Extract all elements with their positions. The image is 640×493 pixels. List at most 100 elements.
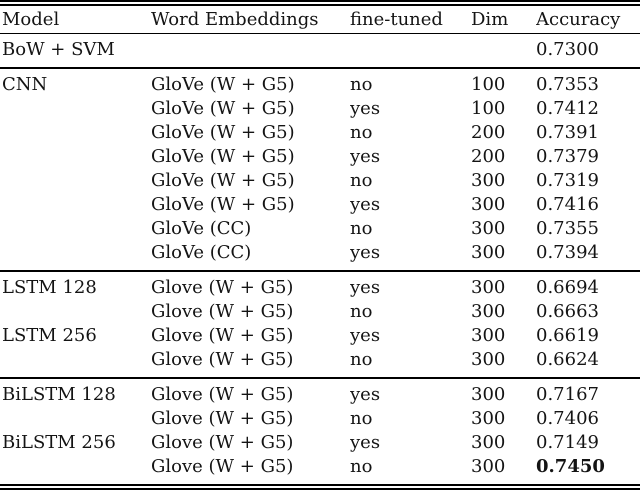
finetuned-cell: yes <box>350 432 381 453</box>
table-row: Glove (W + G5) no 300 0.7406 <box>0 407 640 431</box>
table-row: BoW + SVM 0.7300 <box>0 34 640 69</box>
embedding-cell: Glove (W + G5) <box>151 408 294 429</box>
dim-cell: 300 <box>471 194 506 215</box>
finetuned-cell: yes <box>350 384 381 405</box>
embedding-cell: Glove (W + G5) <box>151 432 294 453</box>
embedding-cell: Glove (W + G5) <box>151 384 294 405</box>
accuracy-cell: 0.7353 <box>536 74 599 95</box>
dim-cell: 300 <box>471 408 506 429</box>
dim-cell: 100 <box>471 74 506 95</box>
accuracy-cell: 0.7300 <box>536 39 599 60</box>
table-row: BiLSTM 256 Glove (W + G5) yes 300 0.7149 <box>0 431 640 455</box>
finetuned-cell: yes <box>350 325 381 346</box>
finetuned-cell: no <box>350 349 373 370</box>
model-cell: BiLSTM 128 <box>2 384 116 405</box>
table-header: Model Word Embeddings fine-tuned Dim Acc… <box>0 3 640 34</box>
table-row: LSTM 256 Glove (W + G5) yes 300 0.6619 <box>0 324 640 348</box>
model-cell: BoW + SVM <box>2 39 115 60</box>
model-cell: BiLSTM 256 <box>2 432 116 453</box>
embedding-cell: Glove (W + G5) <box>151 301 294 322</box>
dim-cell: 300 <box>471 384 506 405</box>
table-row: GloVe (W + G5) no 300 0.7319 <box>0 169 640 193</box>
model-cell <box>0 97 151 121</box>
table-row: GloVe (W + G5) yes 200 0.7379 <box>0 145 640 169</box>
dim-cell: 300 <box>471 218 506 239</box>
finetuned-cell: yes <box>350 194 381 215</box>
table-row: LSTM 128 Glove (W + G5) yes 300 0.6694 <box>0 271 640 300</box>
embedding-cell: Glove (W + G5) <box>151 277 294 298</box>
model-cell <box>0 300 151 324</box>
model-cell <box>0 407 151 431</box>
column-header-word-embeddings: Word Embeddings <box>151 3 350 34</box>
model-cell: CNN <box>2 74 48 95</box>
embedding-cell: GloVe (W + G5) <box>151 74 295 95</box>
finetuned-cell: no <box>350 218 373 239</box>
embedding-cell: GloVe (W + G5) <box>151 170 295 191</box>
accuracy-cell: 0.6694 <box>536 277 599 298</box>
finetuned-cell: no <box>350 408 373 429</box>
table-row: CNN GloVe (W + G5) no 100 0.7353 <box>0 68 640 97</box>
finetuned-cell: yes <box>350 146 381 167</box>
model-cell <box>0 169 151 193</box>
finetuned-cell: yes <box>350 98 381 119</box>
accuracy-cell: 0.7406 <box>536 408 599 429</box>
model-cell <box>0 241 151 271</box>
dim-cell: 300 <box>471 301 506 322</box>
model-cell <box>0 455 151 487</box>
model-cell <box>0 193 151 217</box>
dim-cell <box>471 34 536 69</box>
table-row: GloVe (W + G5) yes 300 0.7416 <box>0 193 640 217</box>
dim-cell: 300 <box>471 325 506 346</box>
accuracy-cell: 0.7167 <box>536 384 599 405</box>
embedding-cell: GloVe (W + G5) <box>151 98 295 119</box>
embedding-cell: GloVe (CC) <box>151 218 252 239</box>
table-row: Glove (W + G5) no 300 0.7450 <box>0 455 640 487</box>
dim-cell: 200 <box>471 146 506 167</box>
accuracy-cell: 0.6619 <box>536 325 599 346</box>
dim-cell: 300 <box>471 170 506 191</box>
model-cell <box>0 121 151 145</box>
finetuned-cell: yes <box>350 277 381 298</box>
embedding-cell: GloVe (W + G5) <box>151 194 295 215</box>
table-section: CNN GloVe (W + G5) no 100 0.7353 GloVe (W + G… <box>0 68 640 271</box>
accuracy-cell: 0.7394 <box>536 242 599 263</box>
table-row: Glove (W + G5) no 300 0.6624 <box>0 348 640 378</box>
embedding-cell: Glove (W + G5) <box>151 456 294 477</box>
finetuned-cell: no <box>350 301 373 322</box>
dim-cell: 200 <box>471 122 506 143</box>
dim-cell: 300 <box>471 242 506 263</box>
table-section: LSTM 128 Glove (W + G5) yes 300 0.6694 Glove … <box>0 271 640 378</box>
dim-cell: 100 <box>471 98 506 119</box>
table-row: GloVe (W + G5) no 200 0.7391 <box>0 121 640 145</box>
accuracy-cell: 0.7391 <box>536 122 599 143</box>
table-row: Glove (W + G5) no 300 0.6663 <box>0 300 640 324</box>
accuracy-cell: 0.7355 <box>536 218 599 239</box>
dim-cell: 300 <box>471 349 506 370</box>
table-row: GloVe (CC) no 300 0.7355 <box>0 217 640 241</box>
finetuned-cell: no <box>350 74 373 95</box>
table-section: BiLSTM 128 Glove (W + G5) yes 300 0.7167 Glov… <box>0 378 640 487</box>
accuracy-cell: 0.7149 <box>536 432 599 453</box>
model-cell: LSTM 256 <box>2 325 97 346</box>
embedding-cell: GloVe (W + G5) <box>151 146 295 167</box>
table-row: GloVe (W + G5) yes 100 0.7412 <box>0 97 640 121</box>
accuracy-cell: 0.7450 <box>536 456 605 477</box>
table-row: GloVe (CC) yes 300 0.7394 <box>0 241 640 271</box>
model-cell <box>0 348 151 378</box>
embedding-cell: GloVe (W + G5) <box>151 122 295 143</box>
embedding-cell: Glove (W + G5) <box>151 349 294 370</box>
finetuned-cell: yes <box>350 242 381 263</box>
accuracy-cell: 0.7379 <box>536 146 599 167</box>
accuracy-cell: 0.7319 <box>536 170 599 191</box>
dim-cell: 300 <box>471 456 506 477</box>
table-row: BiLSTM 128 Glove (W + G5) yes 300 0.7167 <box>0 378 640 407</box>
finetuned-cell: no <box>350 170 373 191</box>
finetuned-cell: no <box>350 456 373 477</box>
column-header-dim: Dim <box>471 3 536 34</box>
accuracy-cell: 0.6663 <box>536 301 599 322</box>
dim-cell: 300 <box>471 432 506 453</box>
accuracy-cell: 0.7412 <box>536 98 599 119</box>
column-header-fine-tuned: fine-tuned <box>350 3 471 34</box>
accuracy-cell: 0.7416 <box>536 194 599 215</box>
